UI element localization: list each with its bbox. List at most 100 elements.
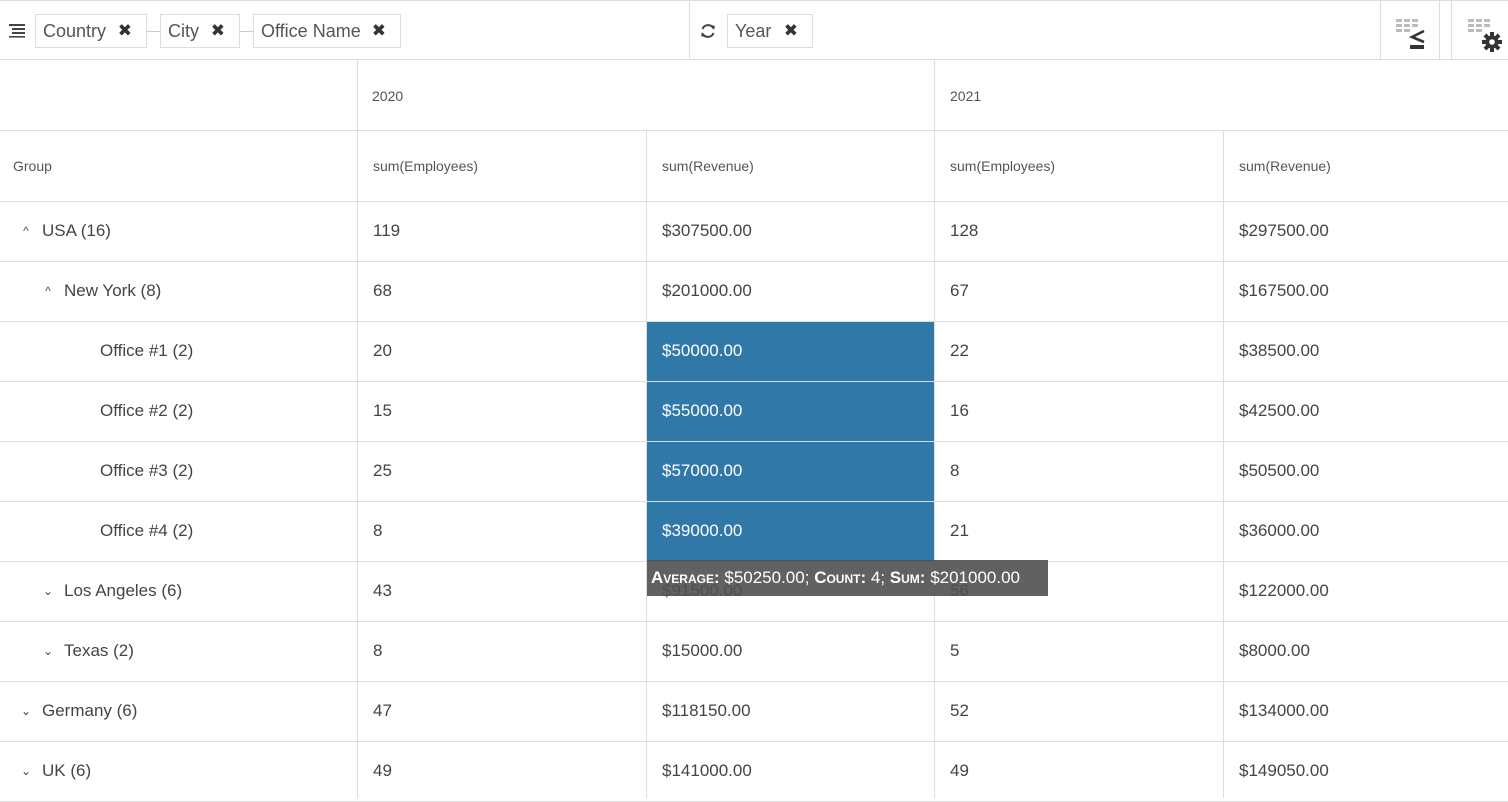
value-cell[interactable]: 52 [950, 701, 969, 720]
value-cell[interactable]: 21 [950, 521, 969, 540]
value-cell[interactable]: 16 [950, 401, 969, 420]
row-divider [0, 261, 1508, 262]
toolbar-divider [1439, 1, 1440, 60]
value-cell[interactable]: $167500.00 [1239, 281, 1329, 300]
chevron-down-icon[interactable]: ⌄ [20, 704, 32, 718]
value-cell[interactable]: 5 [950, 641, 960, 660]
group-label: USA (16) [42, 221, 111, 240]
value-cell[interactable]: $42500.00 [1239, 401, 1320, 420]
column-divider [357, 60, 358, 798]
measure-header[interactable]: sum(Employees) [950, 158, 1056, 174]
value-cell[interactable]: $50500.00 [1239, 461, 1320, 480]
chevron-up-icon[interactable]: ^ [45, 284, 51, 298]
column-divider [1223, 130, 1224, 798]
group-label: UK (6) [42, 761, 92, 780]
settings-gear-icon[interactable] [1467, 17, 1503, 53]
average-label: Average: [651, 568, 720, 587]
column-chip-year[interactable]: Year ✖ [727, 14, 813, 48]
value-cell[interactable]: $122000.00 [1239, 581, 1329, 600]
value-cell[interactable]: 68 [373, 281, 392, 300]
close-icon[interactable]: ✖ [783, 21, 798, 40]
value-cell[interactable]: $118150.00 [662, 701, 751, 720]
row-divider [0, 130, 1508, 131]
sum-label: Sum: [889, 568, 926, 587]
row-divider [0, 321, 1508, 322]
value-cell[interactable]: 22 [950, 341, 969, 360]
year-header-2020[interactable]: 2020 [372, 88, 404, 104]
value-cell[interactable]: 15 [373, 401, 392, 420]
toolbar-divider [1451, 1, 1452, 60]
value-cell[interactable]: $307500.00 [662, 221, 752, 240]
group-cell[interactable]: ⌄ Germany (6) [18, 701, 137, 721]
value-cell[interactable]: 119 [373, 221, 401, 240]
measure-header[interactable]: sum(Revenue) [1239, 158, 1331, 174]
value-cell[interactable]: $201000.00 [662, 281, 752, 300]
value-cell[interactable]: $149050.00 [1239, 761, 1329, 780]
row-chip-country[interactable]: Country ✖ [35, 14, 147, 48]
measure-header[interactable]: sum(Revenue) [662, 158, 754, 174]
refresh-icon[interactable] [699, 22, 717, 40]
value-cell[interactable]: $141000.00 [662, 761, 752, 780]
menu-icon[interactable] [8, 21, 26, 39]
value-cell[interactable]: 8 [373, 521, 383, 540]
value-cell[interactable]: $55000.00 [662, 401, 743, 420]
value-cell[interactable]: 49 [950, 761, 969, 780]
chip-connector [147, 31, 160, 32]
value-cell[interactable]: $57000.00 [662, 461, 743, 480]
value-cell[interactable]: 67 [950, 281, 969, 300]
pivot-toolbar: Country ✖ City ✖ Office Name ✖ Year ✖ [0, 0, 1508, 60]
pivot-grid: 2020 2021 Group sum(Employees) sum(Reven… [0, 60, 1508, 802]
group-header[interactable]: Group [13, 158, 52, 174]
close-icon[interactable]: ✖ [371, 21, 386, 40]
row-divider [0, 201, 1508, 202]
count-value: 4; [870, 568, 886, 587]
chip-connector [240, 31, 253, 32]
value-cell[interactable]: $297500.00 [1239, 221, 1329, 240]
group-cell[interactable]: ⌄ Los Angeles (6) [40, 581, 182, 601]
group-cell[interactable]: Office #4 (2) [62, 521, 193, 541]
value-cell[interactable]: $36000.00 [1239, 521, 1320, 540]
value-cell[interactable]: $39000.00 [662, 521, 743, 540]
value-cell[interactable]: 47 [373, 701, 392, 720]
chevron-down-icon[interactable]: ⌄ [42, 584, 54, 598]
group-label: New York (8) [64, 281, 162, 300]
close-icon[interactable]: ✖ [117, 21, 132, 40]
chevron-up-icon[interactable]: ^ [23, 224, 29, 238]
row-chip-city[interactable]: City ✖ [160, 14, 240, 48]
value-cell[interactable]: 128 [950, 221, 979, 240]
year-header-2021[interactable]: 2021 [950, 88, 982, 104]
group-cell[interactable]: Office #2 (2) [62, 401, 193, 421]
chip-label: Country [43, 20, 107, 41]
value-cell[interactable]: 8 [950, 461, 960, 480]
value-cell[interactable]: 20 [373, 341, 392, 360]
value-cell[interactable]: $50000.00 [662, 341, 743, 360]
value-cell[interactable]: $8000.00 [1239, 641, 1310, 660]
group-cell[interactable]: Office #1 (2) [62, 341, 193, 361]
chip-label: City [168, 20, 199, 41]
chevron-down-icon[interactable]: ⌄ [20, 764, 32, 778]
value-cell[interactable]: 25 [373, 461, 392, 480]
row-divider [0, 441, 1508, 442]
collapse-grid-icon[interactable] [1395, 17, 1427, 51]
chevron-down-icon[interactable]: ⌄ [42, 644, 54, 658]
group-label: Los Angeles (6) [64, 581, 183, 600]
value-cell[interactable]: 8 [373, 641, 383, 660]
group-cell[interactable]: Office #3 (2) [62, 461, 193, 481]
chip-label: Year [735, 20, 772, 41]
selection-summary-tooltip: Average: $50250.00; Count: 4; Sum: $2010… [647, 560, 1048, 596]
group-cell[interactable]: ^ USA (16) [18, 221, 111, 241]
toolbar-divider [1380, 1, 1381, 60]
value-cell[interactable]: $38500.00 [1239, 341, 1320, 360]
close-icon[interactable]: ✖ [210, 21, 225, 40]
value-cell[interactable]: 43 [373, 581, 392, 600]
value-cell[interactable]: $15000.00 [662, 641, 743, 660]
column-divider [646, 130, 647, 798]
value-cell[interactable]: $134000.00 [1239, 701, 1329, 720]
group-cell[interactable]: ⌄ Texas (2) [40, 641, 134, 661]
row-chip-office-name[interactable]: Office Name ✖ [253, 14, 401, 48]
chip-label: Office Name [261, 20, 361, 41]
value-cell[interactable]: 49 [373, 761, 392, 780]
measure-header[interactable]: sum(Employees) [373, 158, 479, 174]
group-cell[interactable]: ⌄ UK (6) [18, 761, 91, 781]
group-cell[interactable]: ^ New York (8) [40, 281, 161, 301]
